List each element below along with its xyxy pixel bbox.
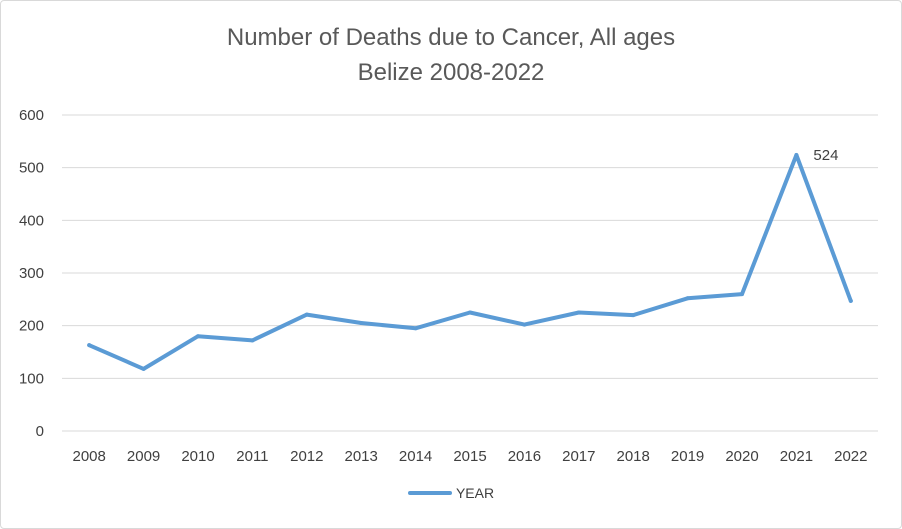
x-tick-label: 2019 <box>671 448 704 465</box>
data-point <box>141 366 146 371</box>
x-tick-label: 2011 <box>236 448 268 465</box>
x-tick-label: 2022 <box>834 448 867 465</box>
data-point <box>304 312 309 317</box>
x-tick-label: 2013 <box>345 448 378 465</box>
data-point <box>685 296 690 301</box>
data-point <box>631 313 636 318</box>
series-line <box>87 153 853 371</box>
data-point <box>359 321 364 326</box>
y-tick-label: 600 <box>19 107 44 124</box>
y-tick-label: 0 <box>36 423 44 440</box>
data-point <box>196 334 200 339</box>
data-point <box>740 292 744 297</box>
chart-title: Number of Deaths due to Cancer, All ages <box>226 24 676 51</box>
data-point <box>794 153 799 158</box>
x-tick-label: 2021 <box>780 448 813 465</box>
data-point <box>576 310 581 315</box>
legend-swatch <box>407 491 452 495</box>
data-point <box>250 338 255 343</box>
x-tick-label: 2020 <box>725 448 758 465</box>
x-tick-label: 2010 <box>181 448 214 465</box>
x-tick-label: 2012 <box>290 448 323 465</box>
x-tick-label: 2017 <box>562 448 595 465</box>
chart-subtitle: Belize 2008-2022 <box>357 59 545 86</box>
y-tick-label: 400 <box>19 212 44 229</box>
y-tick-label: 500 <box>19 160 44 177</box>
data-label: 524 <box>813 147 838 164</box>
data-point <box>468 310 472 315</box>
legend-label: YEAR <box>455 485 495 501</box>
data-point <box>87 343 92 348</box>
data-point <box>522 322 527 327</box>
x-tick-label: 2008 <box>73 448 106 465</box>
data-point <box>848 298 853 303</box>
x-tick-label: 2016 <box>508 448 541 465</box>
x-tick-label: 2014 <box>399 448 432 465</box>
x-tick-label: 2009 <box>127 448 160 465</box>
legend: YEAR <box>0 485 902 501</box>
data-point <box>413 326 418 331</box>
x-tick-label: 2018 <box>617 448 650 465</box>
x-tick-label: 2015 <box>453 448 486 465</box>
y-tick-label: 300 <box>19 265 44 282</box>
y-tick-label: 200 <box>19 318 44 335</box>
y-tick-label: 100 <box>19 370 44 387</box>
